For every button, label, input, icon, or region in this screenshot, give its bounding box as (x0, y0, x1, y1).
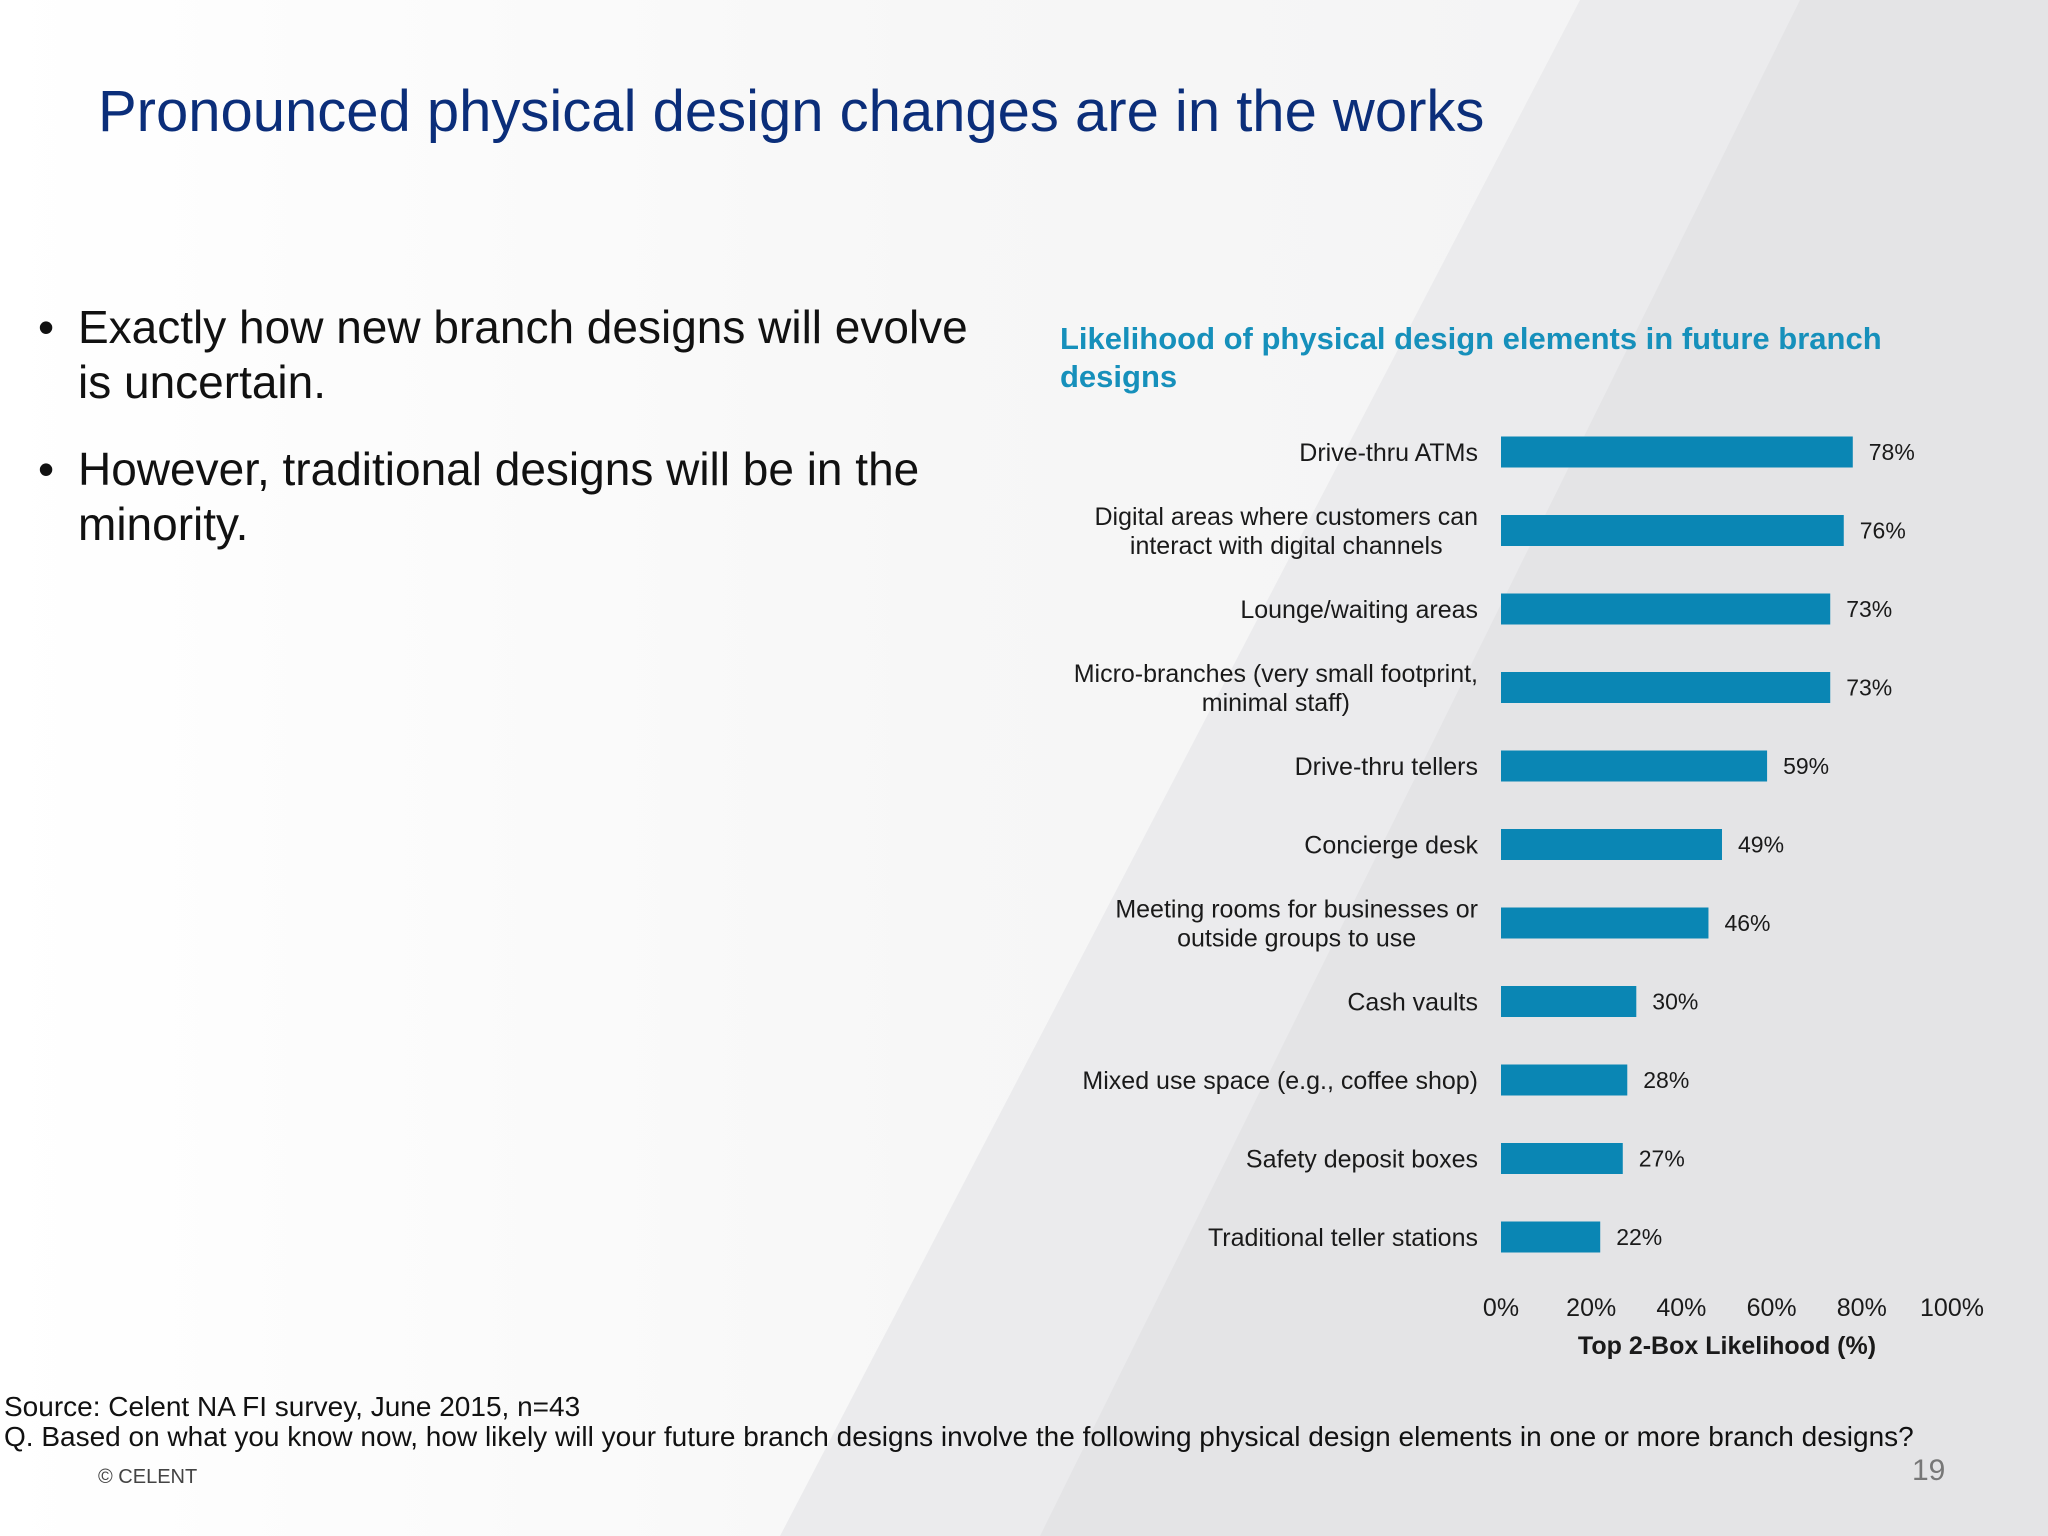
data-label: 73% (1846, 596, 1892, 622)
x-tick-label: 20% (1566, 1294, 1616, 1322)
data-label: 76% (1860, 518, 1906, 544)
x-axis-title: Top 2-Box Likelihood (%) (1578, 1332, 1876, 1360)
data-label: 59% (1783, 753, 1829, 779)
category-label-line: Mixed use space (e.g., coffee shop) (1082, 1067, 1478, 1095)
bullet-text: However, traditional designs will be in … (78, 443, 920, 550)
bar (1501, 829, 1722, 860)
bar (1501, 907, 1709, 939)
slide-title: Pronounced physical design changes are i… (98, 79, 1485, 144)
category-label-line: Drive-thru tellers (1295, 753, 1478, 781)
copyright: © CELENT (98, 1466, 198, 1488)
category-label: Safety deposit boxes (1246, 1146, 1478, 1174)
category-label: Concierge desk (1304, 832, 1478, 860)
category-label: Drive-thru tellers (1295, 753, 1478, 781)
category-label-line: Digital areas where customers can (1095, 503, 1479, 531)
category-label-line: outside groups to use (1177, 925, 1416, 953)
x-tick-label: 80% (1837, 1294, 1887, 1322)
bullet-glyph: • (38, 301, 55, 353)
data-label: 30% (1652, 989, 1698, 1015)
data-label: 49% (1738, 832, 1784, 858)
category-label-line: Lounge/waiting areas (1240, 596, 1478, 624)
bar (1501, 672, 1831, 703)
x-tick-label: 0% (1483, 1294, 1519, 1322)
x-tick-label: 60% (1747, 1294, 1797, 1322)
bullet-item: • However, traditional designs will be i… (38, 442, 998, 552)
category-label-line: Concierge desk (1304, 832, 1478, 860)
category-label-line: Cash vaults (1347, 989, 1478, 1017)
category-label-line: Traditional teller stations (1208, 1224, 1478, 1252)
bar (1501, 1221, 1601, 1253)
category-label: Drive-thru ATMs (1299, 439, 1478, 467)
data-label: 22% (1616, 1224, 1662, 1250)
category-label-line: Meeting rooms for businesses or (1115, 896, 1478, 924)
bullet-item: • Exactly how new branch designs will ev… (38, 300, 998, 410)
bullet-text: Exactly how new branch designs will evol… (78, 301, 968, 408)
category-label: Meeting rooms for businesses or outside g… (1115, 896, 1478, 953)
bar (1501, 593, 1831, 625)
category-label-line: minimal staff) (1202, 689, 1350, 717)
category-label-line: Safety deposit boxes (1246, 1146, 1478, 1174)
data-label: 73% (1846, 675, 1892, 701)
category-label: Micro-branches (very small footprint, min… (1074, 660, 1478, 717)
data-label: 28% (1643, 1067, 1689, 1093)
source-line: Source: Celent NA FI survey, June 2015, … (4, 1391, 581, 1422)
category-label: Digital areas where customers can interac… (1095, 503, 1479, 560)
category-label: Mixed use space (e.g., coffee shop) (1082, 1067, 1478, 1095)
x-tick-label: 100% (1920, 1294, 1984, 1322)
data-label: 27% (1639, 1146, 1685, 1172)
x-tick-label: 40% (1656, 1294, 1706, 1322)
bar (1501, 750, 1768, 782)
chart-title: Likelihood of physical design elements i… (1060, 321, 1882, 394)
category-label: Lounge/waiting areas (1240, 596, 1478, 624)
bar (1501, 515, 1844, 546)
data-label: 46% (1724, 910, 1770, 936)
category-label-line: Micro-branches (very small footprint, (1074, 660, 1478, 688)
bar (1501, 436, 1853, 468)
bullet-glyph: • (38, 443, 55, 495)
category-label-line: Drive-thru ATMs (1299, 439, 1478, 467)
category-label-line: interact with digital channels (1130, 532, 1443, 560)
bar (1501, 1064, 1628, 1096)
data-label: 78% (1869, 439, 1915, 465)
category-label: Cash vaults (1347, 989, 1478, 1017)
question-line: Q. Based on what you know now, how likel… (4, 1421, 1914, 1452)
bullet-list: • Exactly how new branch designs will ev… (38, 300, 998, 584)
page-number: 19 (1912, 1454, 1946, 1487)
bar (1501, 986, 1637, 1017)
bar (1501, 1143, 1623, 1174)
source-note: Source: Celent NA FI survey, June 2015, … (4, 1392, 1914, 1452)
category-label: Traditional teller stations (1208, 1224, 1478, 1252)
